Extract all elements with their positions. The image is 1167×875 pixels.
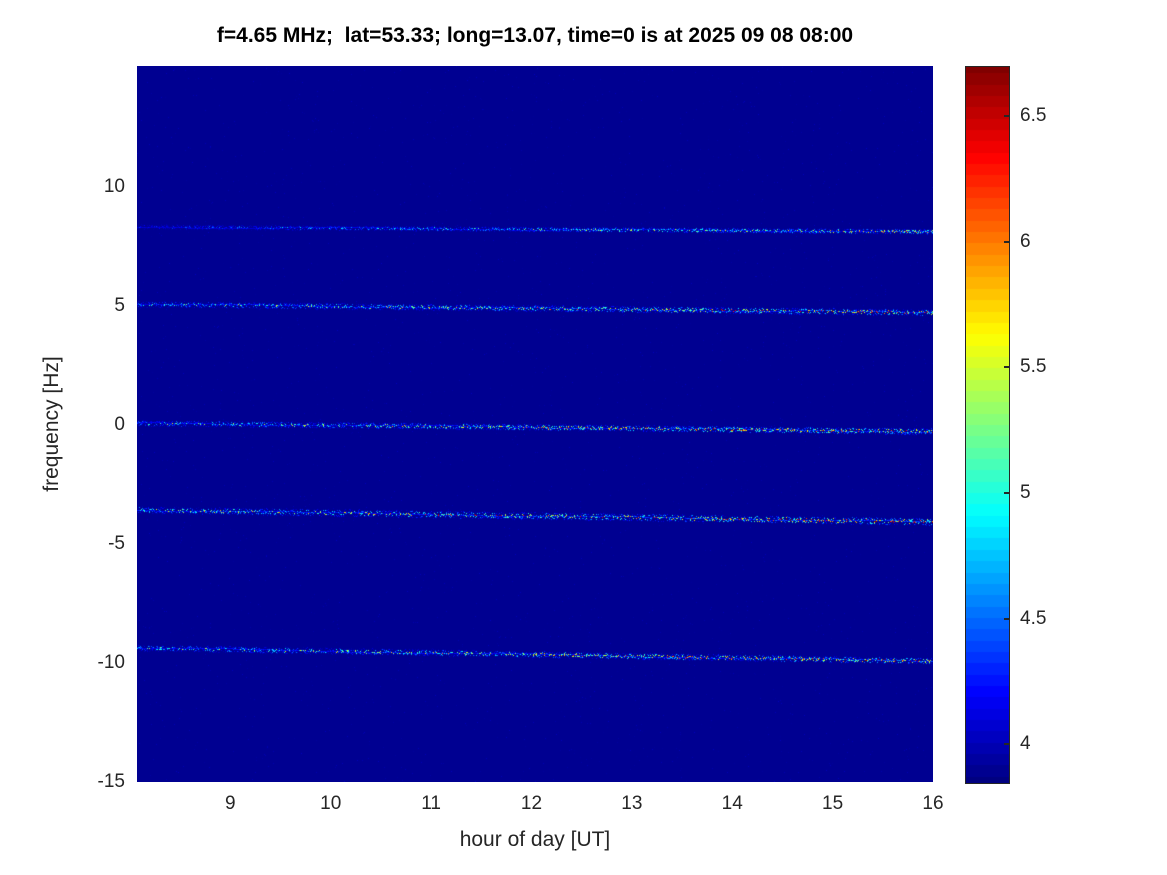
y-axis-label: frequency [Hz] — [40, 356, 63, 492]
colorbar-tick-label: 5.5 — [1020, 356, 1047, 378]
x-tick-label: 9 — [225, 793, 236, 814]
y-tick-label: -10 — [97, 652, 125, 674]
x-tick-label: 12 — [520, 793, 543, 814]
x-tick-label: 13 — [621, 793, 643, 814]
colorbar-tick-mark — [1004, 115, 1010, 118]
colorbar-tick-label: 4 — [1020, 733, 1031, 755]
y-tick-label: 0 — [114, 414, 125, 436]
colorbar-tick-label: 6 — [1020, 230, 1031, 252]
colorbar-tick-label: 4.5 — [1020, 607, 1047, 629]
colorbar-tick-mark — [1004, 743, 1010, 746]
x-tick-label: 14 — [721, 793, 743, 814]
x-tick-label: 11 — [421, 793, 441, 814]
spectrogram-heatmap — [137, 66, 933, 782]
plot-title: f=4.65 MHz; lat=53.33; long=13.07, time=… — [216, 24, 854, 47]
colorbar-tick-mark — [1004, 617, 1010, 620]
colorbar-tick-label: 5 — [1020, 482, 1031, 504]
x-tick-label: 15 — [822, 793, 844, 814]
x-tick-label: 16 — [922, 793, 944, 814]
x-axis-label: hour of day [UT] — [459, 828, 611, 851]
y-tick-label: -5 — [108, 533, 125, 555]
y-tick-label: 10 — [103, 176, 125, 198]
colorbar-tick-mark — [1004, 240, 1010, 243]
y-tick-label: 5 — [114, 295, 125, 317]
colorbar-tick-label: 6.5 — [1020, 105, 1047, 127]
colorbar-tick-mark — [1004, 492, 1010, 495]
colorbar-tick-mark — [1004, 366, 1010, 369]
colorbar — [965, 66, 1010, 784]
x-tick-label: 10 — [320, 793, 342, 814]
y-tick-label: -15 — [97, 771, 125, 792]
